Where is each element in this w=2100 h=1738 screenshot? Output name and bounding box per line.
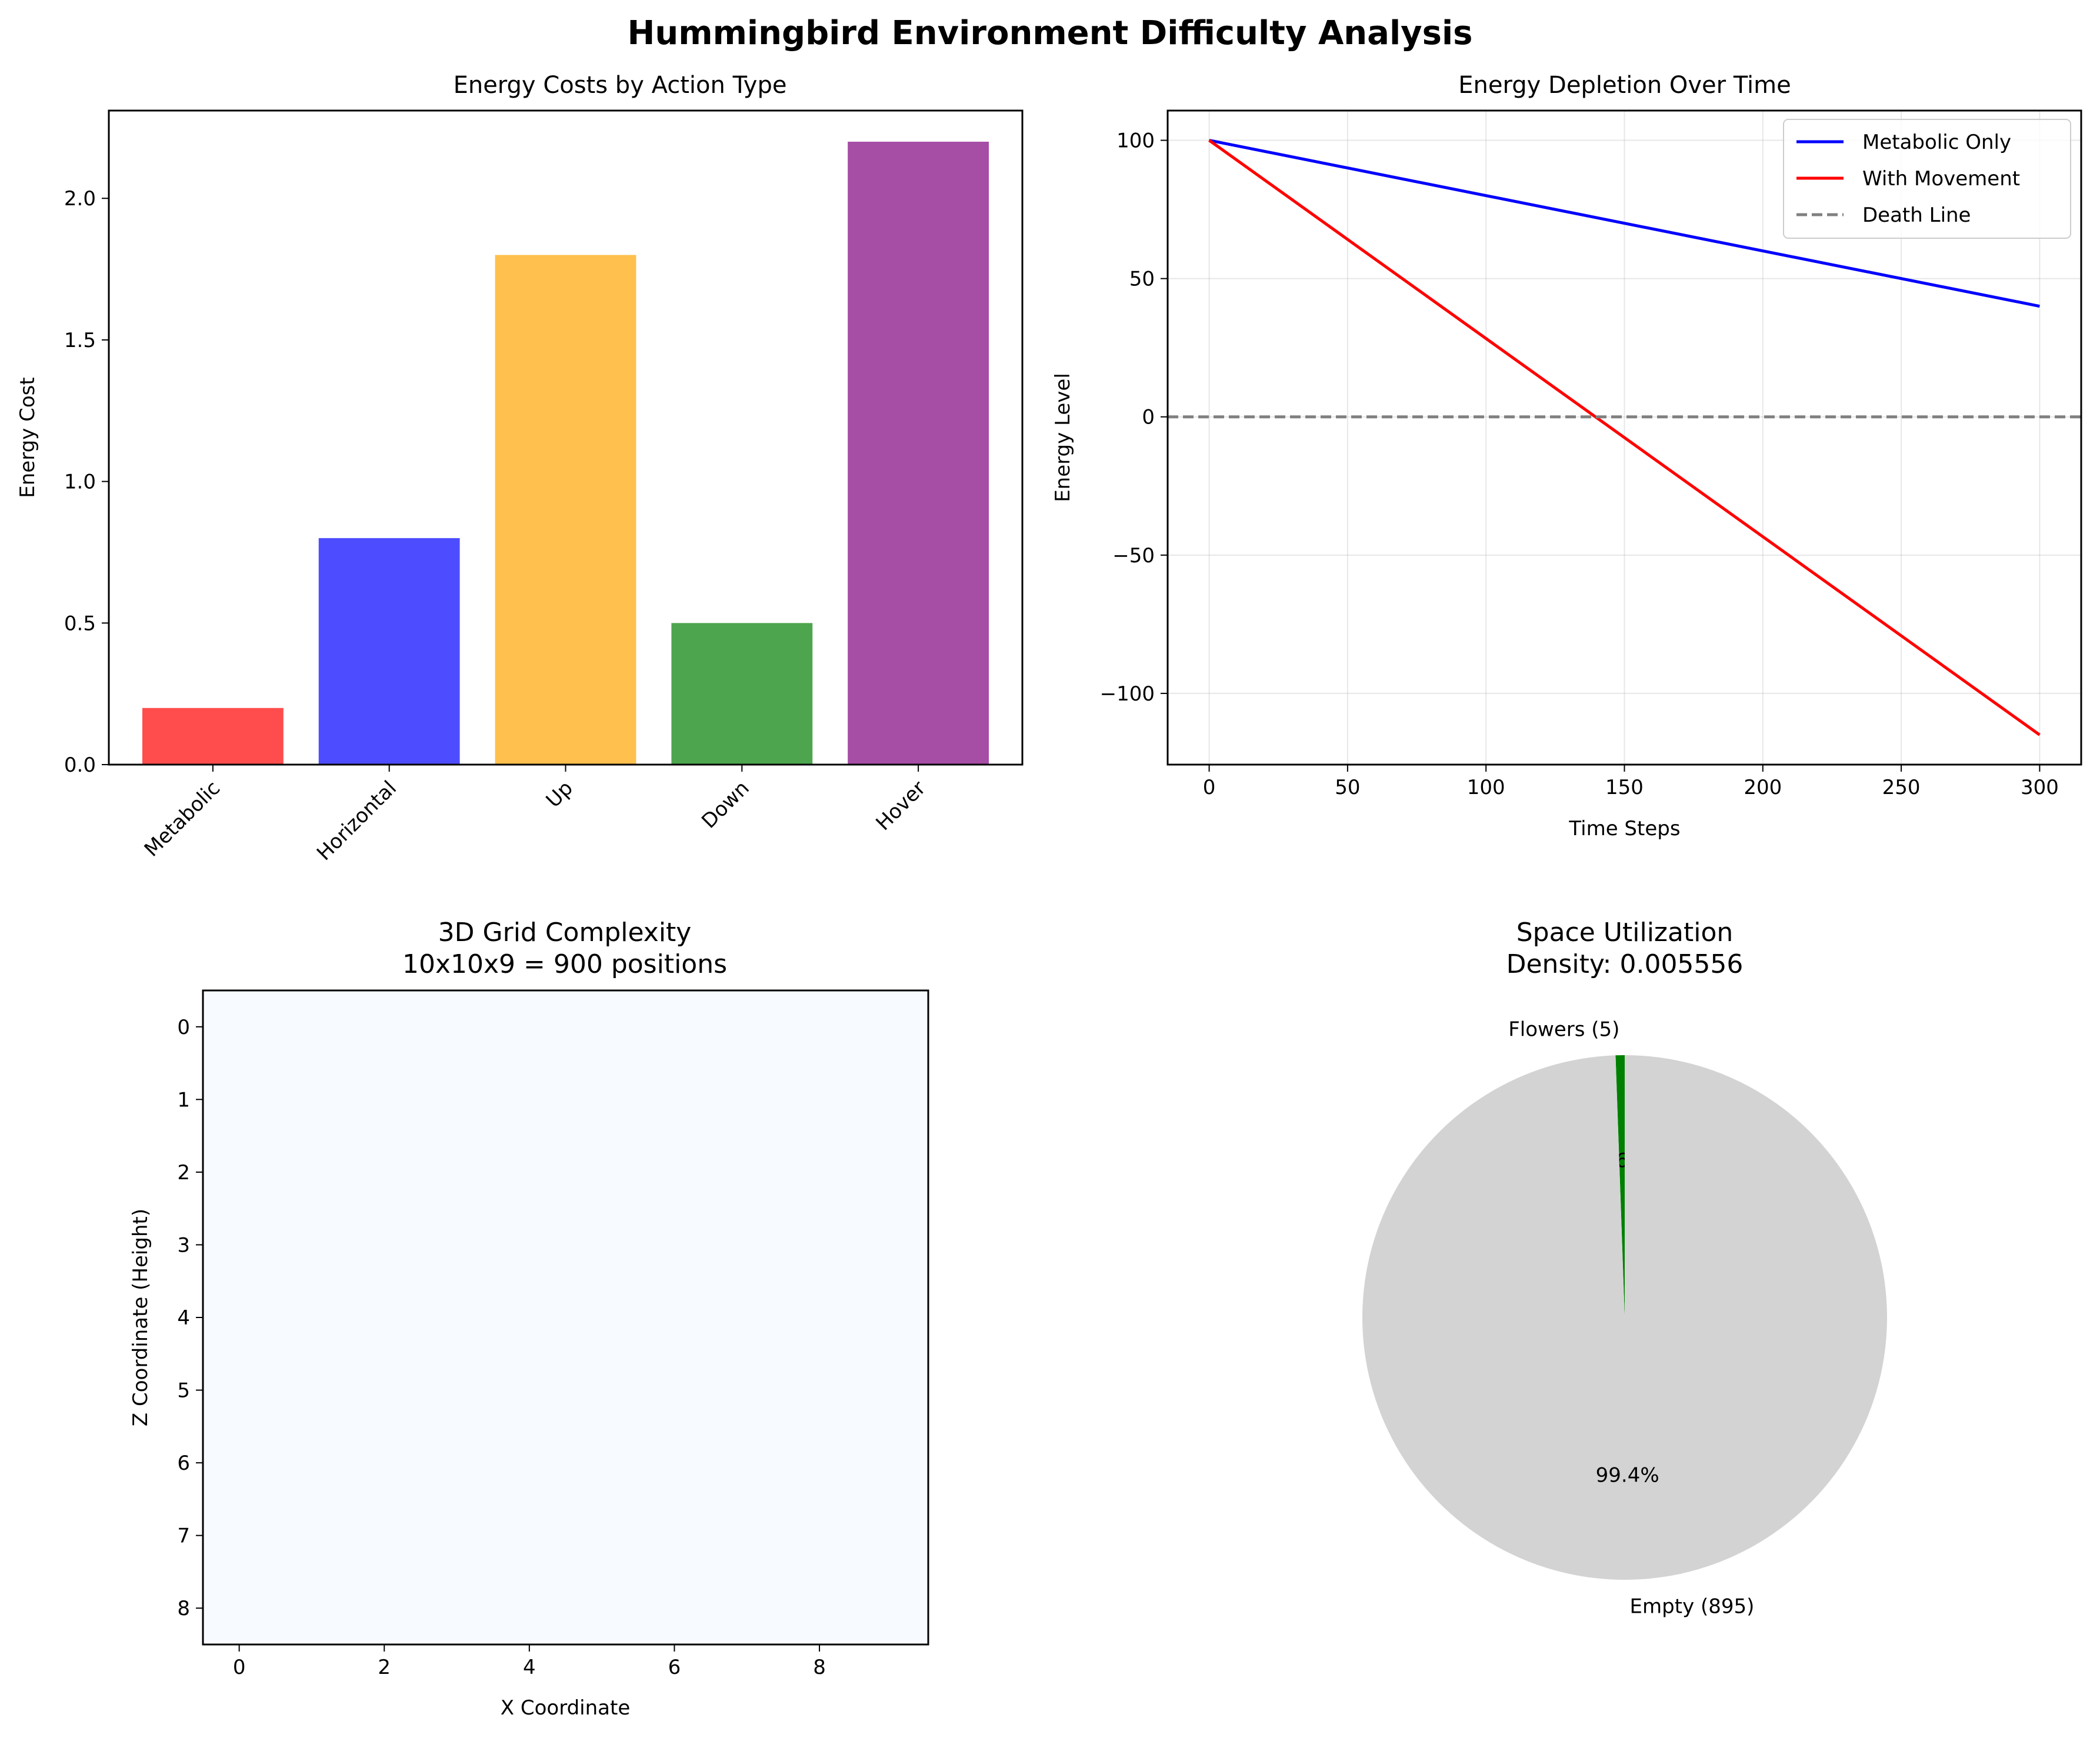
heatmap-y-axis: 0 1 2 3 4 5 6 7 8 bbox=[177, 1016, 203, 1620]
pie-label: Empty (895) bbox=[1630, 1595, 1755, 1619]
line-legend: Metabolic Only With Movement Death Line bbox=[1783, 119, 2071, 239]
x-tick-label: 250 bbox=[1882, 776, 1921, 799]
line-chart-panel: Energy Depletion Over Time 0 50 100 150 200 2… bbox=[1051, 72, 2082, 840]
bar-metabolic bbox=[142, 708, 284, 765]
legend-label: With Movement bbox=[1862, 167, 2020, 191]
x-tick-label: Metabolic bbox=[140, 776, 225, 862]
pie-subtitle: Density: 0.005556 bbox=[1506, 949, 1744, 979]
y-tick-label: 0 bbox=[1142, 406, 1155, 429]
heatmap-x-axis-label: X Coordinate bbox=[501, 1696, 631, 1720]
y-tick-label: 3 bbox=[177, 1233, 190, 1257]
y-tick-label: 0 bbox=[177, 1016, 190, 1039]
legend-label: Death Line bbox=[1862, 204, 1971, 227]
x-tick-label: Up bbox=[542, 776, 578, 812]
y-tick-label: 8 bbox=[177, 1597, 190, 1620]
x-tick-label: 50 bbox=[1335, 776, 1360, 799]
pie-slices: Flowers (5)0.6%Empty (895)99.4% bbox=[1362, 1018, 1887, 1619]
series-line-metabolic-only bbox=[1209, 139, 2040, 308]
y-tick-label: 100 bbox=[1116, 129, 1155, 153]
x-tick-label: Horizontal bbox=[312, 776, 401, 865]
legend-box bbox=[1783, 119, 2071, 239]
y-tick-label: 2 bbox=[177, 1161, 190, 1185]
heatmap-panel: 3D Grid Complexity 10x10x9 = 900 positio… bbox=[129, 918, 929, 1720]
y-tick-label: 2.0 bbox=[64, 187, 96, 211]
pie-title: Space Utilization bbox=[1516, 918, 1734, 948]
y-tick-label: 5 bbox=[177, 1379, 190, 1403]
line-chart-title: Energy Depletion Over Time bbox=[1458, 72, 1791, 99]
figure-title: Hummingbird Environment Difficulty Analy… bbox=[627, 14, 1472, 52]
x-tick-label: 0 bbox=[1203, 776, 1216, 799]
y-tick-label: 1.5 bbox=[64, 329, 96, 352]
heatmap-x-axis: 0 2 4 6 8 bbox=[233, 1644, 826, 1679]
y-tick-label: 0.5 bbox=[64, 612, 96, 635]
line-y-axis-label: Energy Level bbox=[1051, 373, 1075, 502]
bar-plot-frame bbox=[108, 109, 1024, 766]
y-tick-label: 6 bbox=[177, 1452, 190, 1475]
line-y-axis: −100 −50 0 50 100 bbox=[1100, 129, 1168, 706]
bar-hover bbox=[848, 141, 989, 765]
heatmap-cell-area bbox=[203, 990, 928, 1644]
y-tick-label: −50 bbox=[1112, 544, 1155, 568]
pie-slice-empty bbox=[1362, 1055, 1887, 1580]
bar-series bbox=[142, 141, 989, 765]
y-tick-label: 4 bbox=[177, 1306, 190, 1330]
bar-horizontal bbox=[318, 538, 460, 765]
pie-slice-flowers bbox=[1615, 1055, 1625, 1317]
y-tick-label: 50 bbox=[1129, 268, 1155, 291]
x-tick-label: Hover bbox=[871, 776, 930, 835]
bar-x-axis: Metabolic Horizontal Up Down Hover bbox=[140, 765, 930, 865]
line-series-group bbox=[1168, 139, 2081, 736]
x-tick-label: 2 bbox=[378, 1656, 391, 1679]
y-tick-label: 0.0 bbox=[64, 753, 96, 777]
bar-up bbox=[495, 255, 636, 765]
x-tick-label: 0 bbox=[233, 1656, 246, 1679]
bar-y-axis-label: Energy Cost bbox=[16, 377, 39, 498]
x-tick-label: 300 bbox=[2021, 776, 2059, 799]
y-tick-label: 7 bbox=[177, 1524, 190, 1548]
pie-pct-label: 99.4% bbox=[1596, 1464, 1659, 1487]
x-tick-label: 8 bbox=[813, 1656, 826, 1679]
legend-label: Metabolic Only bbox=[1862, 131, 2011, 154]
x-tick-label: 100 bbox=[1467, 776, 1505, 799]
x-tick-label: Down bbox=[697, 776, 754, 833]
heatmap-title: 3D Grid Complexity bbox=[438, 918, 692, 948]
y-tick-label: −100 bbox=[1100, 682, 1155, 706]
bar-y-axis: 0.0 0.5 1.0 1.5 2.0 bbox=[64, 187, 109, 777]
bar-chart-panel: Energy Costs by Action Type 0.0 0.5 1.0 1.5… bbox=[16, 72, 1024, 865]
bar-chart-title: Energy Costs by Action Type bbox=[454, 72, 787, 99]
bar-down bbox=[671, 623, 813, 765]
y-tick-label: 1 bbox=[177, 1088, 190, 1112]
line-x-axis-label: Time Steps bbox=[1568, 817, 1680, 840]
pie-chart-panel: Space Utilization Density: 0.005556 Flow… bbox=[1362, 918, 1887, 1619]
x-tick-label: 6 bbox=[668, 1656, 681, 1679]
line-x-axis: 0 50 100 150 200 250 300 bbox=[1203, 765, 2059, 799]
x-tick-label: 4 bbox=[523, 1656, 536, 1679]
x-tick-label: 150 bbox=[1605, 776, 1644, 799]
pie-label: Flowers (5) bbox=[1508, 1018, 1619, 1041]
heatmap-y-axis-label: Z Coordinate (Height) bbox=[129, 1209, 152, 1426]
heatmap-subtitle: 10x10x9 = 900 positions bbox=[402, 949, 727, 979]
series-line-with-movement bbox=[1208, 139, 2041, 736]
x-tick-label: 200 bbox=[1744, 776, 1782, 799]
y-tick-label: 1.0 bbox=[64, 471, 96, 494]
